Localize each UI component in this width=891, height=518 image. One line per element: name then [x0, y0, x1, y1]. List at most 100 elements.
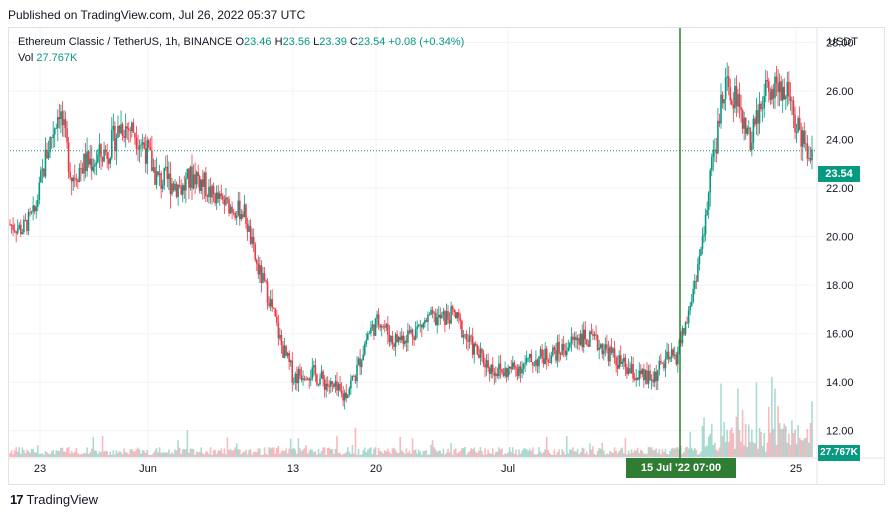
- volume-bar: [495, 451, 497, 457]
- candle: [564, 343, 567, 357]
- candle-body: [171, 183, 173, 195]
- candle-body: [41, 168, 44, 171]
- candle-body: [629, 368, 631, 374]
- candle-body: [95, 162, 98, 165]
- volume-badge: 27.767K: [818, 445, 860, 461]
- candle: [487, 353, 489, 372]
- candle: [731, 98, 733, 106]
- volume-bar: [218, 450, 221, 457]
- candle-body: [49, 137, 51, 153]
- volume-bar: [249, 449, 252, 457]
- candle: [299, 363, 301, 380]
- volume-bar: [442, 448, 445, 457]
- candle-body: [144, 148, 147, 164]
- volume-bar: [505, 454, 508, 457]
- volume-bar: [410, 453, 412, 457]
- candle: [181, 183, 184, 203]
- candle-body: [286, 353, 289, 356]
- volume-bar: [811, 401, 813, 457]
- candle: [340, 382, 343, 398]
- candle: [49, 135, 51, 159]
- volume-bar: [98, 451, 101, 457]
- candle: [464, 334, 466, 339]
- candle: [112, 113, 115, 141]
- volume-bar: [38, 453, 41, 457]
- candle-body: [732, 104, 735, 109]
- candle-body: [599, 344, 602, 348]
- volume-bar: [303, 448, 306, 457]
- volume-bar: [528, 448, 531, 457]
- candle: [701, 227, 704, 255]
- volume-bar: [515, 449, 517, 457]
- candle: [587, 339, 590, 348]
- candle: [602, 343, 605, 361]
- candle-body: [459, 317, 462, 321]
- volume-bar: [84, 453, 87, 457]
- volume-bar: [490, 453, 492, 457]
- candle-body: [703, 234, 705, 237]
- candle: [499, 354, 502, 379]
- candle-body: [50, 137, 53, 139]
- candle: [336, 372, 338, 396]
- chart-frame[interactable]: [8, 27, 885, 485]
- candle-body: [747, 127, 750, 129]
- volume-bar: [511, 447, 514, 457]
- open-label: O: [235, 36, 245, 48]
- volume-bar: [664, 449, 667, 457]
- volume-bar: [532, 447, 534, 457]
- volume-bar: [797, 425, 799, 457]
- candle-body: [595, 334, 597, 336]
- volume-bar: [766, 442, 769, 457]
- candle: [781, 79, 784, 113]
- candle-body: [294, 373, 297, 383]
- candle-body: [373, 324, 375, 336]
- candle-body: [40, 170, 42, 183]
- candle: [248, 220, 250, 233]
- volume-bar: [118, 451, 121, 457]
- volume-bar: [801, 440, 804, 457]
- volume-bar: [598, 448, 600, 457]
- candle-body: [428, 314, 431, 316]
- candle: [738, 82, 741, 119]
- candle: [78, 163, 81, 183]
- candle: [578, 333, 580, 351]
- candle-body: [266, 281, 269, 303]
- candle-body: [217, 192, 220, 199]
- volume-bar: [771, 376, 773, 457]
- candle: [252, 228, 255, 253]
- candle-body: [433, 312, 435, 314]
- volume-bar: [72, 453, 75, 457]
- candle: [664, 349, 667, 377]
- candle-body: [495, 373, 497, 376]
- volume-bar: [399, 436, 402, 457]
- candle: [521, 360, 523, 379]
- candle: [740, 94, 742, 123]
- volume-bar: [35, 452, 38, 457]
- volume-bar: [257, 448, 260, 457]
- volume-bar: [635, 450, 637, 457]
- candle-body: [13, 229, 16, 232]
- candle: [131, 121, 133, 138]
- candle: [126, 122, 129, 140]
- last-price-badge: 23.54: [818, 166, 860, 182]
- candle-body: [644, 370, 647, 381]
- candle: [132, 118, 135, 133]
- candle-body: [491, 364, 494, 373]
- candle: [478, 345, 480, 359]
- volume-bar: [181, 449, 184, 457]
- volume-bar: [228, 450, 230, 457]
- tradingview-footer[interactable]: 17 TradingView: [10, 492, 98, 507]
- candle-body: [73, 177, 76, 179]
- volume-bar: [684, 447, 687, 457]
- y-tick-label: 26.00: [826, 86, 854, 98]
- candle-body: [766, 80, 769, 82]
- candle-body: [581, 333, 583, 348]
- candle-body: [411, 329, 414, 337]
- currency-label[interactable]: USDT: [828, 36, 858, 48]
- candle-body: [98, 144, 101, 155]
- candle-body: [123, 136, 125, 138]
- volume-bar: [720, 383, 722, 457]
- candle-body: [613, 348, 616, 358]
- candle-body: [254, 244, 257, 260]
